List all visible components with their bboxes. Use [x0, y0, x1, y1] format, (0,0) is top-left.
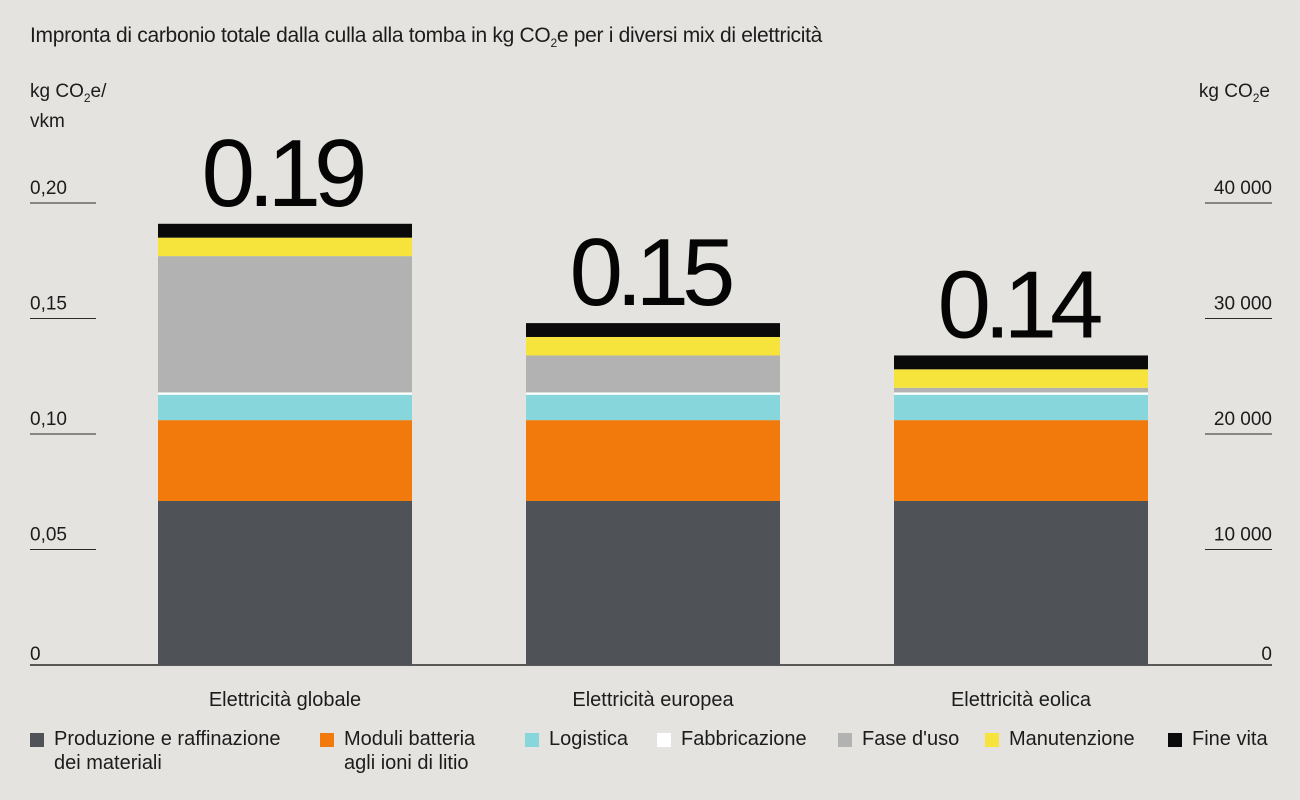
bar-segment [526, 336, 780, 356]
legend-label: Logistica [549, 728, 628, 750]
bar-segment [526, 392, 780, 395]
bar-segment [158, 237, 412, 257]
legend-label: Moduli batteria agli ioni di litio [344, 728, 476, 774]
legend-label: Fine vita [1192, 728, 1268, 750]
y-axis-right-label: kg CO2e [1198, 81, 1270, 105]
legend-item: Logistica [525, 727, 628, 751]
bar-total-label: 0.15 [570, 219, 732, 326]
bar-total-label: 0.19 [202, 120, 363, 227]
y-tick-label-right: 40 000 [1214, 178, 1272, 199]
legend-item: Produzione e raffinazione dei materiali [30, 727, 280, 775]
bar-segment [526, 420, 780, 501]
bar-segment [894, 420, 1148, 501]
legend-item: Fase d'uso [838, 727, 959, 751]
bar-segment [894, 387, 1148, 393]
legend-label: Manutenzione [1009, 728, 1135, 750]
bar-segment [894, 394, 1148, 421]
legend-swatch [838, 733, 852, 747]
x-category-label: Elettricità eolica [951, 689, 1092, 711]
bar-segment [894, 369, 1148, 388]
legend-item: Fine vita [1168, 727, 1268, 751]
y-tick-label-left: 0,05 [30, 525, 67, 546]
bar-segment [526, 323, 780, 337]
legend-label: Fabbricazione [681, 728, 807, 750]
x-category-label: Elettricità globale [209, 689, 361, 711]
bar-segment [158, 500, 412, 665]
legend-label: Fase d'uso [862, 728, 960, 750]
y-tick-label-left: 0,10 [30, 409, 67, 430]
legend-label: Produzione e raffinazione dei materiali [54, 728, 281, 774]
bar-segment [158, 256, 412, 393]
legend-swatch [657, 733, 671, 747]
y-tick-label-left: 0,15 [30, 294, 67, 315]
chart-title: Impronta di carbonio totale dalla culla … [30, 24, 823, 51]
y-tick-label-left: 0 [30, 644, 41, 665]
legend-swatch [320, 733, 334, 747]
y-tick-label-right: 20 000 [1214, 409, 1272, 430]
bar-segment [158, 394, 412, 421]
bar-segment [158, 223, 412, 238]
legend-swatch [30, 733, 44, 747]
y-tick-label-right: 0 [1261, 644, 1272, 665]
bar-segment [894, 355, 1148, 370]
bar-segment [894, 500, 1148, 665]
bar-segment [526, 355, 780, 393]
legend-item: Fabbricazione [657, 727, 807, 751]
legend-item: Moduli batteria agli ioni di litio [320, 727, 475, 775]
y-axis-left-label: kg CO2e/ vkm [30, 81, 107, 132]
legend-swatch [985, 733, 999, 747]
bar-total-label: 0.14 [938, 251, 1101, 358]
bar-segment [526, 500, 780, 665]
bar-segment [526, 394, 780, 421]
bar-segment [158, 420, 412, 501]
bar-segment [894, 392, 1148, 395]
legend: Produzione e raffinazione dei materiali Mo… [30, 727, 1280, 787]
x-category-label: Elettricità europea [572, 689, 734, 711]
legend-swatch [525, 733, 539, 747]
legend-swatch [1168, 733, 1182, 747]
y-tick-label-right: 10 000 [1214, 525, 1272, 546]
y-tick-label-right: 30 000 [1214, 294, 1272, 315]
y-tick-label-left: 0,20 [30, 178, 67, 199]
legend-item: Manutenzione [985, 727, 1135, 751]
bar-segment [158, 392, 412, 395]
